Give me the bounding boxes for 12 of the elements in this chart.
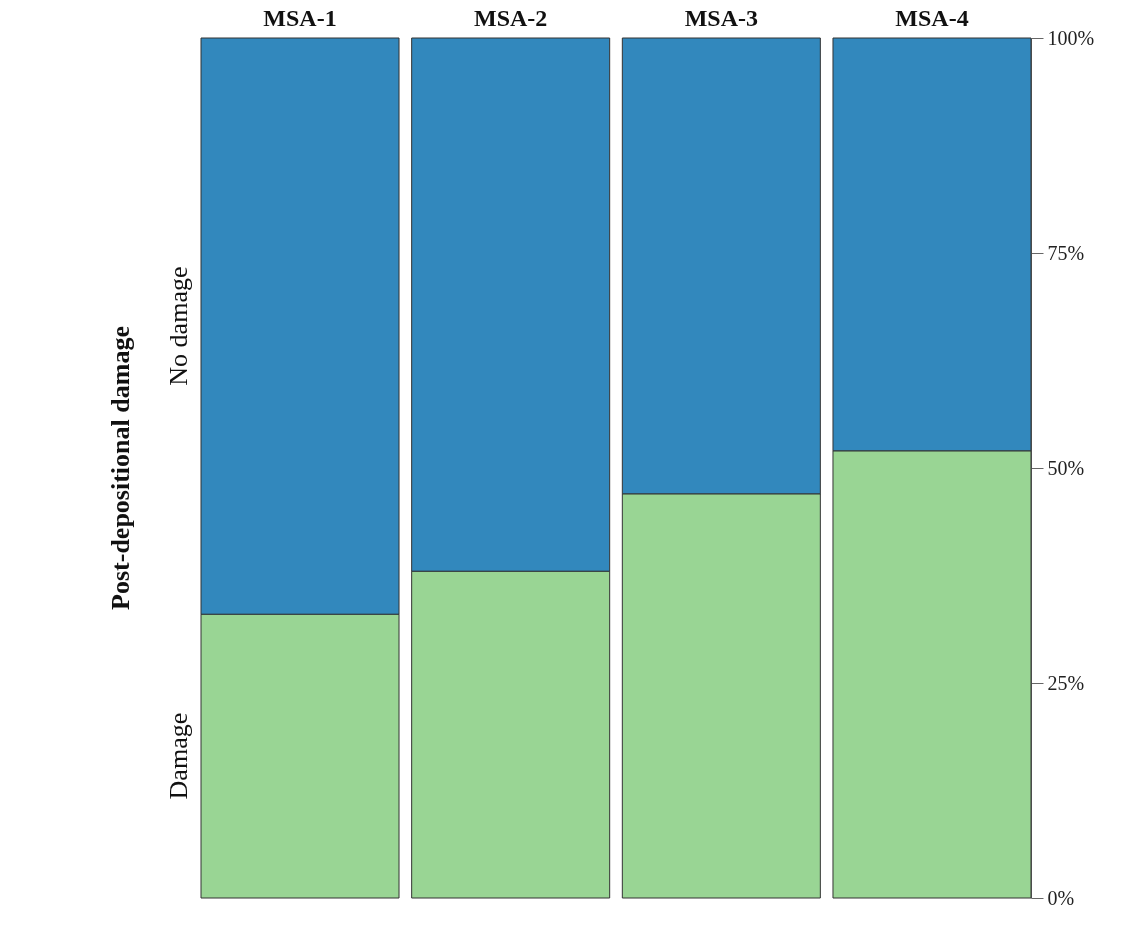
- x-tick-label: MSA-3: [684, 4, 758, 31]
- y-tick-label: 50%: [1047, 456, 1085, 479]
- y-tick-label: 100%: [1047, 26, 1095, 49]
- y-tick-label: 75%: [1047, 241, 1085, 264]
- y-axis-title: Post-depositional damage: [106, 326, 135, 610]
- text: No damage: [164, 266, 193, 386]
- y-tick-label: 0%: [1047, 886, 1075, 909]
- x-tick-label: MSA-1: [263, 4, 337, 31]
- x-tick-label: MSA-4: [895, 4, 969, 31]
- y-tick-label: 25%: [1047, 671, 1085, 694]
- x-tick-label: MSA-2: [474, 4, 548, 31]
- text: Damage: [164, 712, 193, 800]
